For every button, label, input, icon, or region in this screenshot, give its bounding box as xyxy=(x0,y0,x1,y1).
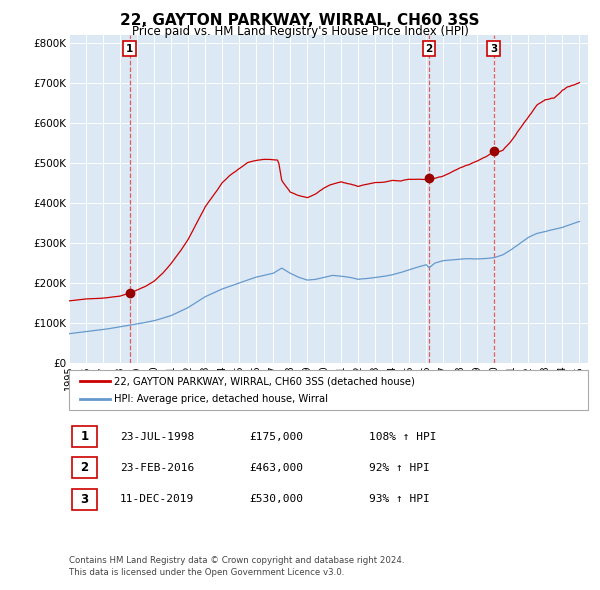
Text: 3: 3 xyxy=(80,493,89,506)
Text: 92% ↑ HPI: 92% ↑ HPI xyxy=(369,463,430,473)
Text: 23-FEB-2016: 23-FEB-2016 xyxy=(120,463,194,473)
Text: £463,000: £463,000 xyxy=(249,463,303,473)
Text: 22, GAYTON PARKWAY, WIRRAL, CH60 3SS (detached house): 22, GAYTON PARKWAY, WIRRAL, CH60 3SS (de… xyxy=(114,376,415,386)
Text: £530,000: £530,000 xyxy=(249,494,303,504)
Text: 1: 1 xyxy=(80,430,89,443)
Text: 2: 2 xyxy=(80,461,89,474)
Text: Contains HM Land Registry data © Crown copyright and database right 2024.
This d: Contains HM Land Registry data © Crown c… xyxy=(69,556,404,577)
Text: HPI: Average price, detached house, Wirral: HPI: Average price, detached house, Wirr… xyxy=(114,394,328,404)
Text: 1: 1 xyxy=(126,44,133,54)
Text: 23-JUL-1998: 23-JUL-1998 xyxy=(120,432,194,441)
Text: 11-DEC-2019: 11-DEC-2019 xyxy=(120,494,194,504)
Text: 93% ↑ HPI: 93% ↑ HPI xyxy=(369,494,430,504)
Text: 3: 3 xyxy=(490,44,497,54)
Text: 22, GAYTON PARKWAY, WIRRAL, CH60 3SS: 22, GAYTON PARKWAY, WIRRAL, CH60 3SS xyxy=(120,13,480,28)
Text: 2: 2 xyxy=(425,44,433,54)
Text: Price paid vs. HM Land Registry's House Price Index (HPI): Price paid vs. HM Land Registry's House … xyxy=(131,25,469,38)
Text: 108% ↑ HPI: 108% ↑ HPI xyxy=(369,432,437,441)
Text: £175,000: £175,000 xyxy=(249,432,303,441)
